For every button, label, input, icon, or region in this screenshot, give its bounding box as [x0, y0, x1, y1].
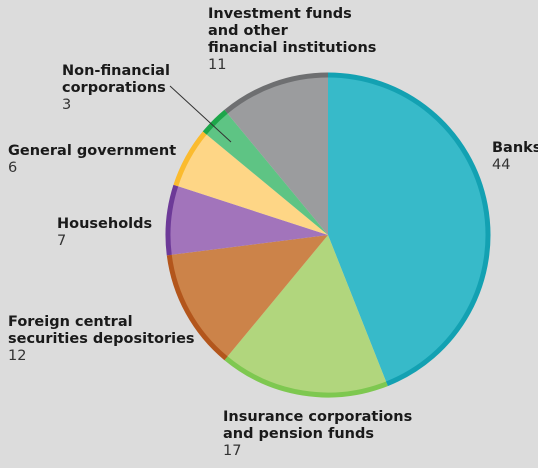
- label-investment-funds-name-line1: Investment funds: [208, 6, 352, 22]
- pie-slice-investment-funds-and-other-financial-institutions: [226, 75, 328, 235]
- label-general-government: General government 6: [8, 143, 176, 177]
- label-non-financial: Non-financial corporations 3: [62, 63, 170, 114]
- label-investment-funds: Investment funds and other financial ins…: [208, 6, 376, 74]
- label-insurance-name-line1: Insurance corporations: [223, 409, 413, 425]
- pie-rim-investment-funds-and-other-financial-institutions: [224, 72, 329, 114]
- label-households: Households 7: [57, 216, 152, 250]
- label-foreign-csd-name-line2: securities depositories: [8, 331, 195, 347]
- label-investment-funds-value: 11: [208, 57, 227, 73]
- pie-slice-non-financial-corporations: [204, 111, 328, 235]
- label-foreign-csd: Foreign central securities depositories …: [8, 314, 195, 365]
- label-foreign-csd-value: 12: [8, 348, 27, 364]
- pie-slice-households: [168, 185, 328, 256]
- label-banks: Banks 44: [492, 140, 538, 174]
- label-investment-funds-name-line2: and other: [208, 23, 288, 39]
- label-banks-name: Banks: [492, 140, 538, 156]
- label-non-financial-value: 3: [62, 97, 72, 113]
- pie-rim-households: [165, 184, 179, 256]
- label-insurance-value: 17: [223, 443, 242, 459]
- label-general-government-value: 6: [8, 160, 18, 176]
- pie-slice-banks: [328, 75, 489, 384]
- label-non-financial-name-line2: corporations: [62, 80, 166, 96]
- label-investment-funds-name-line3: financial institutions: [208, 40, 377, 56]
- label-households-value: 7: [57, 233, 67, 249]
- label-banks-value: 44: [492, 157, 511, 173]
- label-foreign-csd-name-line1: Foreign central: [8, 314, 133, 330]
- pie-rim-banks: [327, 72, 491, 387]
- label-general-government-name: General government: [8, 143, 177, 159]
- pie-rim-insurance-corporations-and-pension-funds: [224, 356, 388, 398]
- label-households-name: Households: [57, 216, 153, 232]
- pie-rim-non-financial-corporations: [202, 109, 228, 135]
- pie-slice-insurance-corporations-and-pension-funds: [226, 235, 387, 395]
- pie-rim-foreign-central-securities-depositories: [166, 254, 228, 361]
- pie-rim-general-government: [173, 131, 207, 187]
- label-non-financial-name-line1: Non-financial: [62, 63, 170, 79]
- label-insurance-name-line2: and pension funds: [223, 426, 374, 442]
- pie-slice-foreign-central-securities-depositories: [169, 235, 328, 359]
- leader-line-non-financial: [169, 85, 232, 143]
- pie-slice-general-government: [175, 133, 328, 235]
- label-insurance: Insurance corporations and pension funds…: [223, 409, 412, 460]
